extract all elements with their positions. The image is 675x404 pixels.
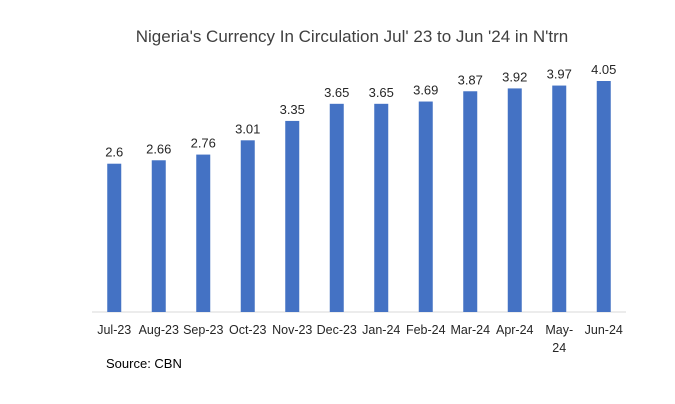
value-label-jun-24: 4.05 [591,62,616,77]
value-label-nov-23: 3.35 [280,102,305,117]
bar-oct-23 [240,140,255,312]
x-tick-apr-24: Apr-24 [496,323,534,337]
x-tick-jun-24: Jun-24 [585,323,623,337]
value-label-feb-24: 3.69 [413,83,438,98]
chart-title: Nigeria's Currency In Circulation Jul' 2… [136,27,569,46]
value-label-jul-23: 2.6 [105,145,123,160]
value-label-jan-24: 3.65 [369,85,394,100]
bar-dec-23 [329,103,344,312]
x-tick-feb-24: Feb-24 [406,323,446,337]
x-tick-jul-23: Jul-23 [97,323,131,337]
source-note: Source: CBN [106,356,182,371]
value-label-may-24: 3.97 [547,67,572,82]
bar-may-24 [552,85,567,313]
bar-jun-24 [596,81,611,312]
value-label-dec-23: 3.65 [324,85,349,100]
bars-group [107,81,611,313]
x-tick-aug-23: Aug-23 [139,323,179,337]
x-tick-dec-23: Dec-23 [317,323,357,337]
value-label-apr-24: 3.92 [502,69,527,84]
bar-nov-23 [285,120,300,312]
value-label-mar-24: 3.87 [458,72,483,87]
bar-aug-23 [151,160,166,312]
value-label-aug-23: 2.66 [146,141,171,156]
x-tick-mar-24: Mar-24 [450,323,490,337]
bar-jan-24 [374,103,389,312]
x-tick-oct-23: Oct-23 [229,323,267,337]
x-ticks-group: Jul-23 Aug-23 Sep-23 Oct-23 Nov-23 Dec-23 Jan-… [97,323,623,355]
bar-jul-23 [107,163,122,312]
x-tick-jan-24: Jan-24 [362,323,400,337]
bar-mar-24 [463,91,478,313]
x-tick-may-24: May-24 [545,323,573,355]
x-tick-nov-23: Nov-23 [272,323,312,337]
bar-feb-24 [418,101,433,313]
bar-sep-23 [196,154,211,312]
bar-apr-24 [507,88,522,312]
value-label-sep-23: 2.76 [191,136,216,151]
value-labels-group: 2.6 2.66 2.76 3.01 3.35 3.65 3.65 3.69 3.87 3.92 3… [105,62,616,160]
value-label-oct-23: 3.01 [235,121,260,136]
x-tick-sep-23: Sep-23 [183,323,223,337]
